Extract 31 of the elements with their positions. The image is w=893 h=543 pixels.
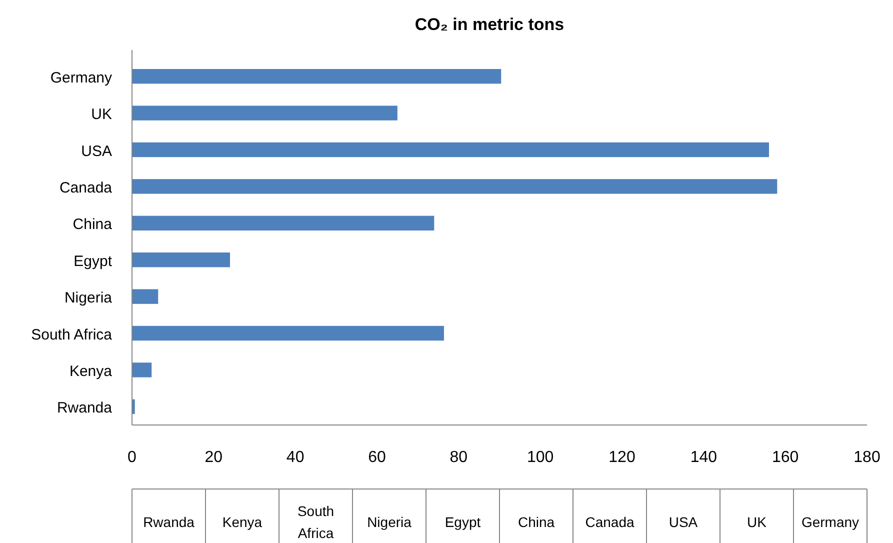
category-label: Kenya xyxy=(222,514,262,530)
y-tick-label: China xyxy=(72,216,113,234)
x-tick-label: 160 xyxy=(772,449,799,466)
x-tick-label: 120 xyxy=(608,449,636,466)
category-label: Egypt xyxy=(444,514,481,530)
chart-title: CO₂ in metric tons xyxy=(414,15,564,34)
y-tick-label: South Africa xyxy=(31,326,113,344)
category-label: USA xyxy=(668,514,698,530)
category-label: Germany xyxy=(801,514,860,530)
y-tick-label: UK xyxy=(91,106,112,124)
category-label: UK xyxy=(747,514,766,530)
x-tick-label: 80 xyxy=(450,449,468,466)
y-tick-label: Nigeria xyxy=(64,290,113,307)
x-tick-label: 140 xyxy=(690,449,718,466)
x-tick-label: 0 xyxy=(128,449,137,466)
y-tick-label: Egypt xyxy=(74,252,113,270)
x-tick-label: 20 xyxy=(204,449,223,466)
category-label: South Africa xyxy=(297,503,334,541)
x-tick-label: 60 xyxy=(368,449,386,466)
y-tick-label: Kenya xyxy=(69,362,113,380)
x-tick-label: 40 xyxy=(286,449,304,466)
category-label: China xyxy=(518,514,555,530)
y-tick-label: Germany xyxy=(50,69,112,86)
x-tick-label: 180 xyxy=(854,449,880,466)
y-tick-label: Canada xyxy=(59,179,113,196)
category-label: Rwanda xyxy=(143,514,194,530)
y-tick-label: Rwanda xyxy=(56,400,113,417)
y-tick-label: USA xyxy=(81,142,112,160)
category-label: Canada xyxy=(585,514,634,530)
x-tick-label: 100 xyxy=(526,449,554,466)
category-label: Nigeria xyxy=(367,514,412,530)
